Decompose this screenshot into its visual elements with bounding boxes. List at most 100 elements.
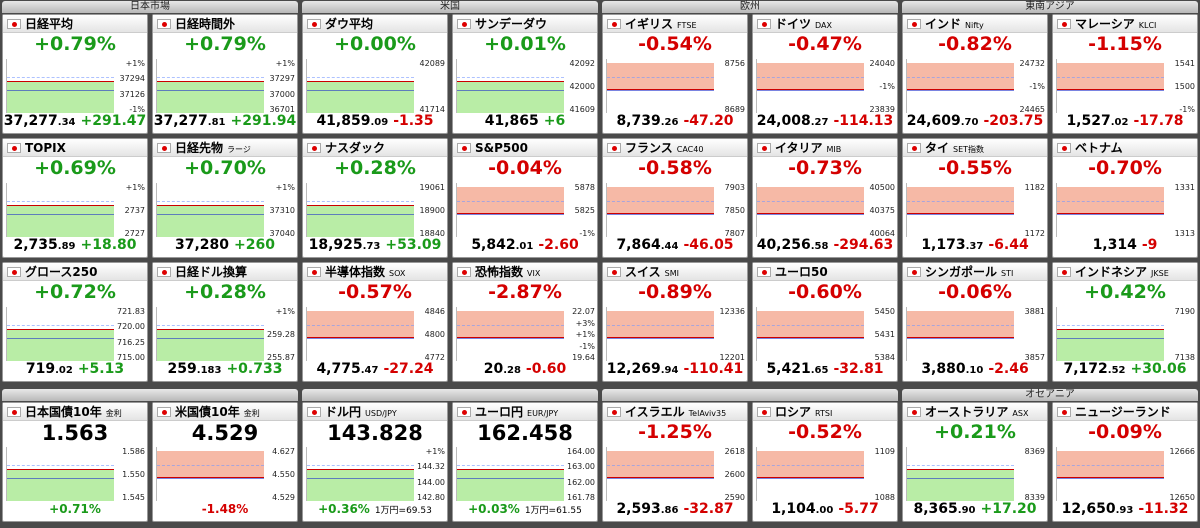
- price-line: [1057, 465, 1164, 479]
- change-value: -32.81: [833, 361, 884, 377]
- axis-label: 40064: [869, 229, 895, 238]
- price-line: [457, 325, 564, 339]
- axis-label: 7850: [724, 206, 745, 215]
- tile-name: 日経時間外: [175, 17, 236, 31]
- market-tile: ドル円 USD/JPY 143.828 +1% 144.32 144.00 142.80 +0…: [302, 402, 448, 522]
- price-line: [1057, 77, 1164, 91]
- axis-label: 142.80: [417, 493, 445, 502]
- price-decimal: .28: [503, 365, 521, 376]
- flag-icon: [307, 267, 321, 277]
- axis-label: 4800: [424, 330, 445, 339]
- mini-chart: [456, 183, 564, 237]
- market-tile: スイス SMI -0.89% 12336 12201 12,269.94 -110.41: [602, 262, 748, 382]
- price: 259: [167, 361, 197, 377]
- price-row: 37,277.81 +291.94: [153, 113, 297, 129]
- price-row: 41,865 +6: [453, 113, 597, 129]
- price-row: 40,256.58 -294.63: [753, 237, 897, 253]
- tile-code: FTSE: [677, 21, 697, 30]
- price: 20: [483, 361, 504, 377]
- change-value: -17.78: [1133, 113, 1184, 129]
- axis-label: 144.32: [417, 462, 445, 472]
- change-value: +260: [234, 237, 275, 253]
- axis-label: 1109: [874, 447, 895, 456]
- change-percent: -0.73%: [788, 157, 862, 179]
- axis-label: 41609: [569, 105, 595, 114]
- tile-name: グロース250: [25, 265, 98, 279]
- price-row: 1,527.02 -17.78: [1053, 113, 1197, 129]
- chart-area: [907, 187, 1014, 213]
- market-tile: 恐怖指数 VIX -2.87% 22.07 +3% +1% -1% 19.64 20.28 -0.…: [452, 262, 598, 382]
- axis-label: 162.00: [567, 477, 595, 487]
- axis-label: 19061: [419, 183, 445, 192]
- price-row: 3,880.10 -2.46: [903, 361, 1047, 377]
- axis-label: 2727: [124, 229, 145, 238]
- change-value: -9: [1141, 237, 1158, 253]
- axis-label: 37310: [269, 206, 295, 215]
- tile-name: 日経平均: [25, 17, 74, 31]
- mini-chart: [1056, 59, 1164, 113]
- axis-label: 1541: [1174, 59, 1195, 68]
- chart-area: [7, 469, 114, 501]
- flag-icon: [7, 267, 21, 277]
- price: 1,527: [1066, 113, 1111, 129]
- tile-name: ユーロ50: [775, 265, 828, 279]
- price-line: [907, 465, 1014, 479]
- axis-label: 37297: [269, 74, 295, 84]
- tile-name: シンガポール: [925, 265, 998, 279]
- tile-name: S&P500: [475, 141, 528, 155]
- tile-code: USD/JPY: [365, 409, 397, 418]
- tile-name: スイス: [625, 265, 661, 279]
- change-percent: +0.00%: [334, 33, 416, 55]
- price-decimal: .10: [965, 365, 984, 376]
- reference-line: [7, 329, 114, 330]
- change-value: +18.80: [80, 237, 137, 253]
- tile-name: 半導体指数: [325, 265, 386, 279]
- price-row: 7,864.44 -46.05: [603, 237, 747, 253]
- axis-label: 716.25: [117, 337, 145, 347]
- axis-label: 4.529: [272, 493, 295, 502]
- change-value: -1.35: [393, 113, 434, 129]
- price-line: [307, 465, 414, 479]
- tile-name-bar: ユーロ50: [753, 263, 897, 281]
- axis-label: 5878: [574, 183, 595, 192]
- change-value: -114.13: [833, 113, 894, 129]
- tile-name-bar: ニュージーランド: [1053, 403, 1197, 421]
- price-decimal: .00: [815, 505, 834, 516]
- price-decimal: .02: [1110, 117, 1129, 128]
- chart-area: [457, 469, 564, 501]
- section-header: [602, 389, 898, 401]
- mini-chart: [906, 183, 1014, 237]
- chart-area: [157, 451, 264, 477]
- reference-line: [907, 469, 1014, 470]
- tile-name-bar: スイス SMI: [603, 263, 747, 281]
- mini-chart: [6, 307, 114, 361]
- reference-line: [157, 329, 264, 330]
- mini-chart: [906, 447, 1014, 501]
- reference-line: [7, 81, 114, 82]
- axis-label: 18900: [419, 206, 445, 215]
- price: 24,008: [756, 113, 811, 129]
- reference-line: [457, 81, 564, 82]
- change-value: +291.47: [80, 113, 147, 129]
- price-decimal: .52: [1107, 365, 1126, 376]
- market-tile: イギリス FTSE -0.54% 8756 8689 8,739.26 -47.20: [602, 14, 748, 134]
- mini-chart: [756, 307, 864, 361]
- price: 1,173: [921, 237, 966, 253]
- flag-icon: [307, 407, 321, 417]
- price: 18,925: [308, 237, 363, 253]
- price-row: 24,008.27 -114.13: [753, 113, 897, 129]
- reference-line: [907, 337, 1014, 338]
- market-tile: タイ SET指数 -0.55% 1182 1172 1,173.37 -6.44: [902, 138, 1048, 258]
- flag-icon: [1057, 407, 1071, 417]
- change-percent: -0.54%: [638, 33, 712, 55]
- change-value: +30.06: [1130, 361, 1187, 377]
- price: 37,277: [153, 113, 208, 129]
- axis-label: -1%: [579, 341, 595, 351]
- tile-code: KLCI: [1138, 21, 1157, 30]
- mini-chart: [606, 59, 714, 113]
- mini-chart: [606, 447, 714, 501]
- mini-chart: [1056, 307, 1164, 361]
- axis-label: 41714: [419, 105, 445, 114]
- flag-icon: [457, 143, 471, 153]
- chart-area: [607, 63, 714, 89]
